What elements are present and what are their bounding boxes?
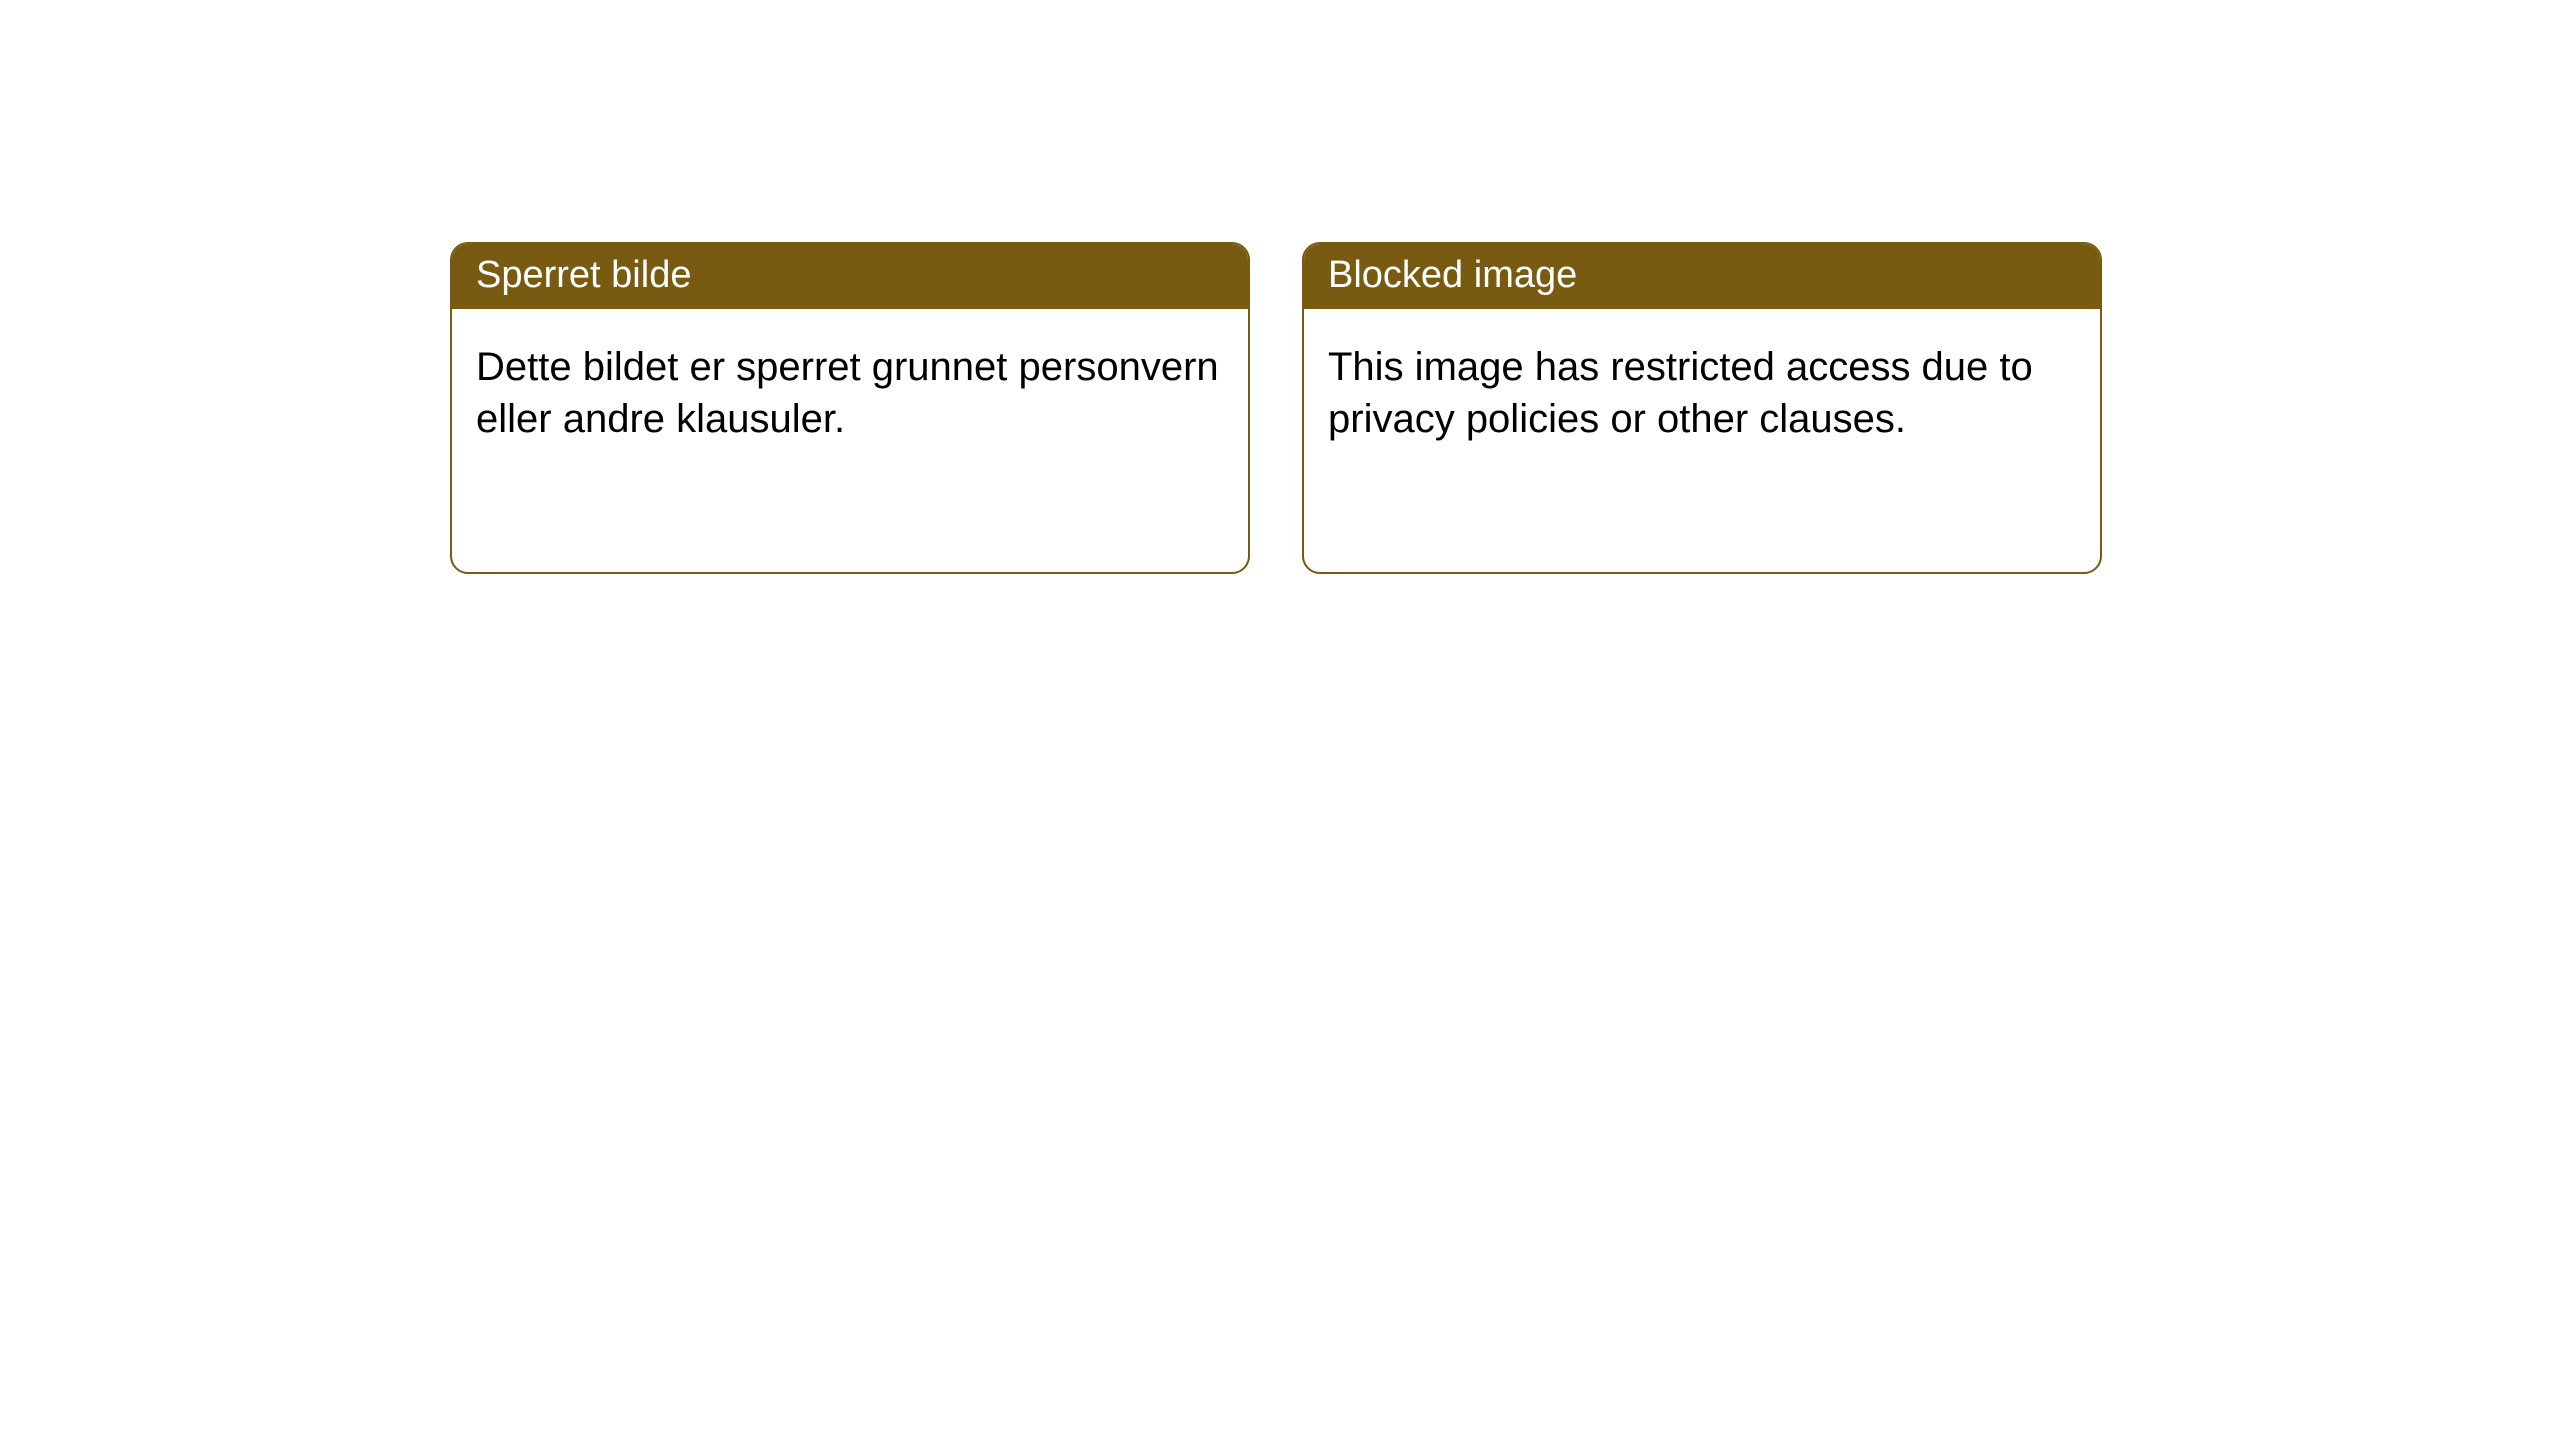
notice-card-norwegian: Sperret bilde Dette bildet er sperret gr… xyxy=(450,242,1250,574)
notice-header: Blocked image xyxy=(1304,244,2100,309)
notice-body: Dette bildet er sperret grunnet personve… xyxy=(452,309,1248,469)
notice-body: This image has restricted access due to … xyxy=(1304,309,2100,469)
notice-card-english: Blocked image This image has restricted … xyxy=(1302,242,2102,574)
notice-header: Sperret bilde xyxy=(452,244,1248,309)
notice-container: Sperret bilde Dette bildet er sperret gr… xyxy=(450,242,2102,574)
